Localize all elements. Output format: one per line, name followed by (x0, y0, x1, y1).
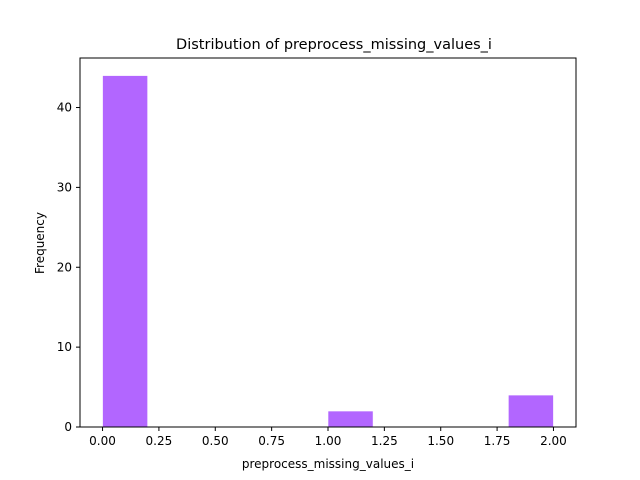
plot-area-frame (79, 57, 577, 428)
y-axis-ticks: 0 10 20 30 40 (57, 101, 80, 434)
x-tick-label: 2.00 (540, 434, 567, 448)
y-tick-label: 0 (64, 420, 72, 434)
y-axis-label: Frequency (33, 212, 47, 274)
chart-title: Distribution of preprocess_missing_value… (176, 37, 492, 53)
y-tick-label: 20 (57, 260, 72, 274)
x-tick-label: 0.50 (202, 434, 229, 448)
x-axis-ticks: 0.00 0.25 0.50 0.75 1.00 1.25 1.50 1.75 2.00 (89, 427, 567, 448)
x-tick-label: 0.00 (89, 434, 116, 448)
histogram-bar (508, 394, 554, 428)
histogram-bar (327, 410, 374, 428)
x-tick-label: 1.00 (315, 434, 342, 448)
x-tick-label: 1.50 (427, 434, 454, 448)
x-axis-label: preprocess_missing_values_i (242, 457, 414, 471)
y-tick-label: 40 (57, 101, 72, 115)
x-tick-label: 0.25 (146, 434, 173, 448)
histogram-bar (102, 75, 148, 428)
x-tick-label: 1.25 (371, 434, 398, 448)
x-tick-label: 0.75 (258, 434, 285, 448)
x-tick-label: 1.75 (484, 434, 511, 448)
bars-group (102, 75, 554, 428)
y-tick-label: 10 (57, 340, 72, 354)
y-tick-label: 30 (57, 180, 72, 194)
